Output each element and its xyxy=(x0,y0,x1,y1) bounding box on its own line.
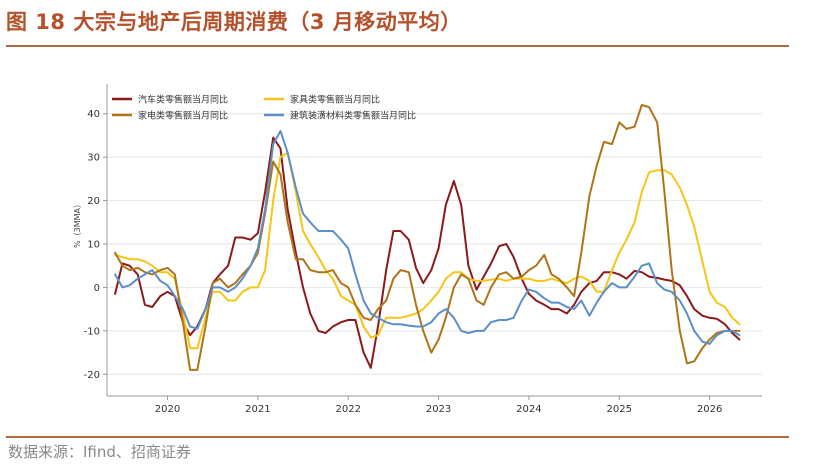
legend-label: 建筑装潢材料类零售额当月同比 xyxy=(290,110,416,122)
series-lines xyxy=(114,104,741,371)
x-tick-label: 2023 xyxy=(426,404,451,415)
title-rule xyxy=(6,45,789,47)
y-tick-label: -10 xyxy=(84,326,100,337)
x-tick-label: 2022 xyxy=(335,404,360,415)
source-note: 数据来源：Ifind、招商证券 xyxy=(8,443,191,461)
legend-label: 汽车类零售额当月同比 xyxy=(138,94,228,106)
y-tick-label: 20 xyxy=(87,196,100,207)
y-tick-label: 40 xyxy=(87,109,100,120)
x-tick-label: 2026 xyxy=(697,404,722,415)
y-axis-label: %（3MMA） xyxy=(73,200,82,248)
figure-title: 图 18 大宗与地产后周期消费（3 月移动平均） xyxy=(6,10,462,34)
x-tick-label: 2021 xyxy=(245,404,270,415)
y-tick-label: 10 xyxy=(87,240,100,251)
series-line-3 xyxy=(114,104,741,371)
x-tick-label: 2025 xyxy=(607,404,632,415)
legend-label: 家具类零售额当月同比 xyxy=(290,94,380,106)
gridlines xyxy=(107,113,762,375)
y-tick-label: -20 xyxy=(84,370,100,381)
x-tick-label: 2024 xyxy=(516,404,541,415)
legend-label: 家电类零售额当月同比 xyxy=(138,110,228,122)
y-tick-labels: -20 -10 0 10 20 30 40 xyxy=(84,109,107,381)
y-tick-label: 30 xyxy=(87,153,100,164)
series-line-4 xyxy=(114,130,741,345)
y-tick-label: 0 xyxy=(94,283,100,294)
x-tick-labels: 2020 2021 2022 2023 2024 2025 2026 xyxy=(155,396,722,415)
series-line-1 xyxy=(114,136,741,369)
x-tick-label: 2020 xyxy=(155,404,180,415)
footer-rule xyxy=(6,436,789,438)
series-line-2 xyxy=(114,151,741,350)
